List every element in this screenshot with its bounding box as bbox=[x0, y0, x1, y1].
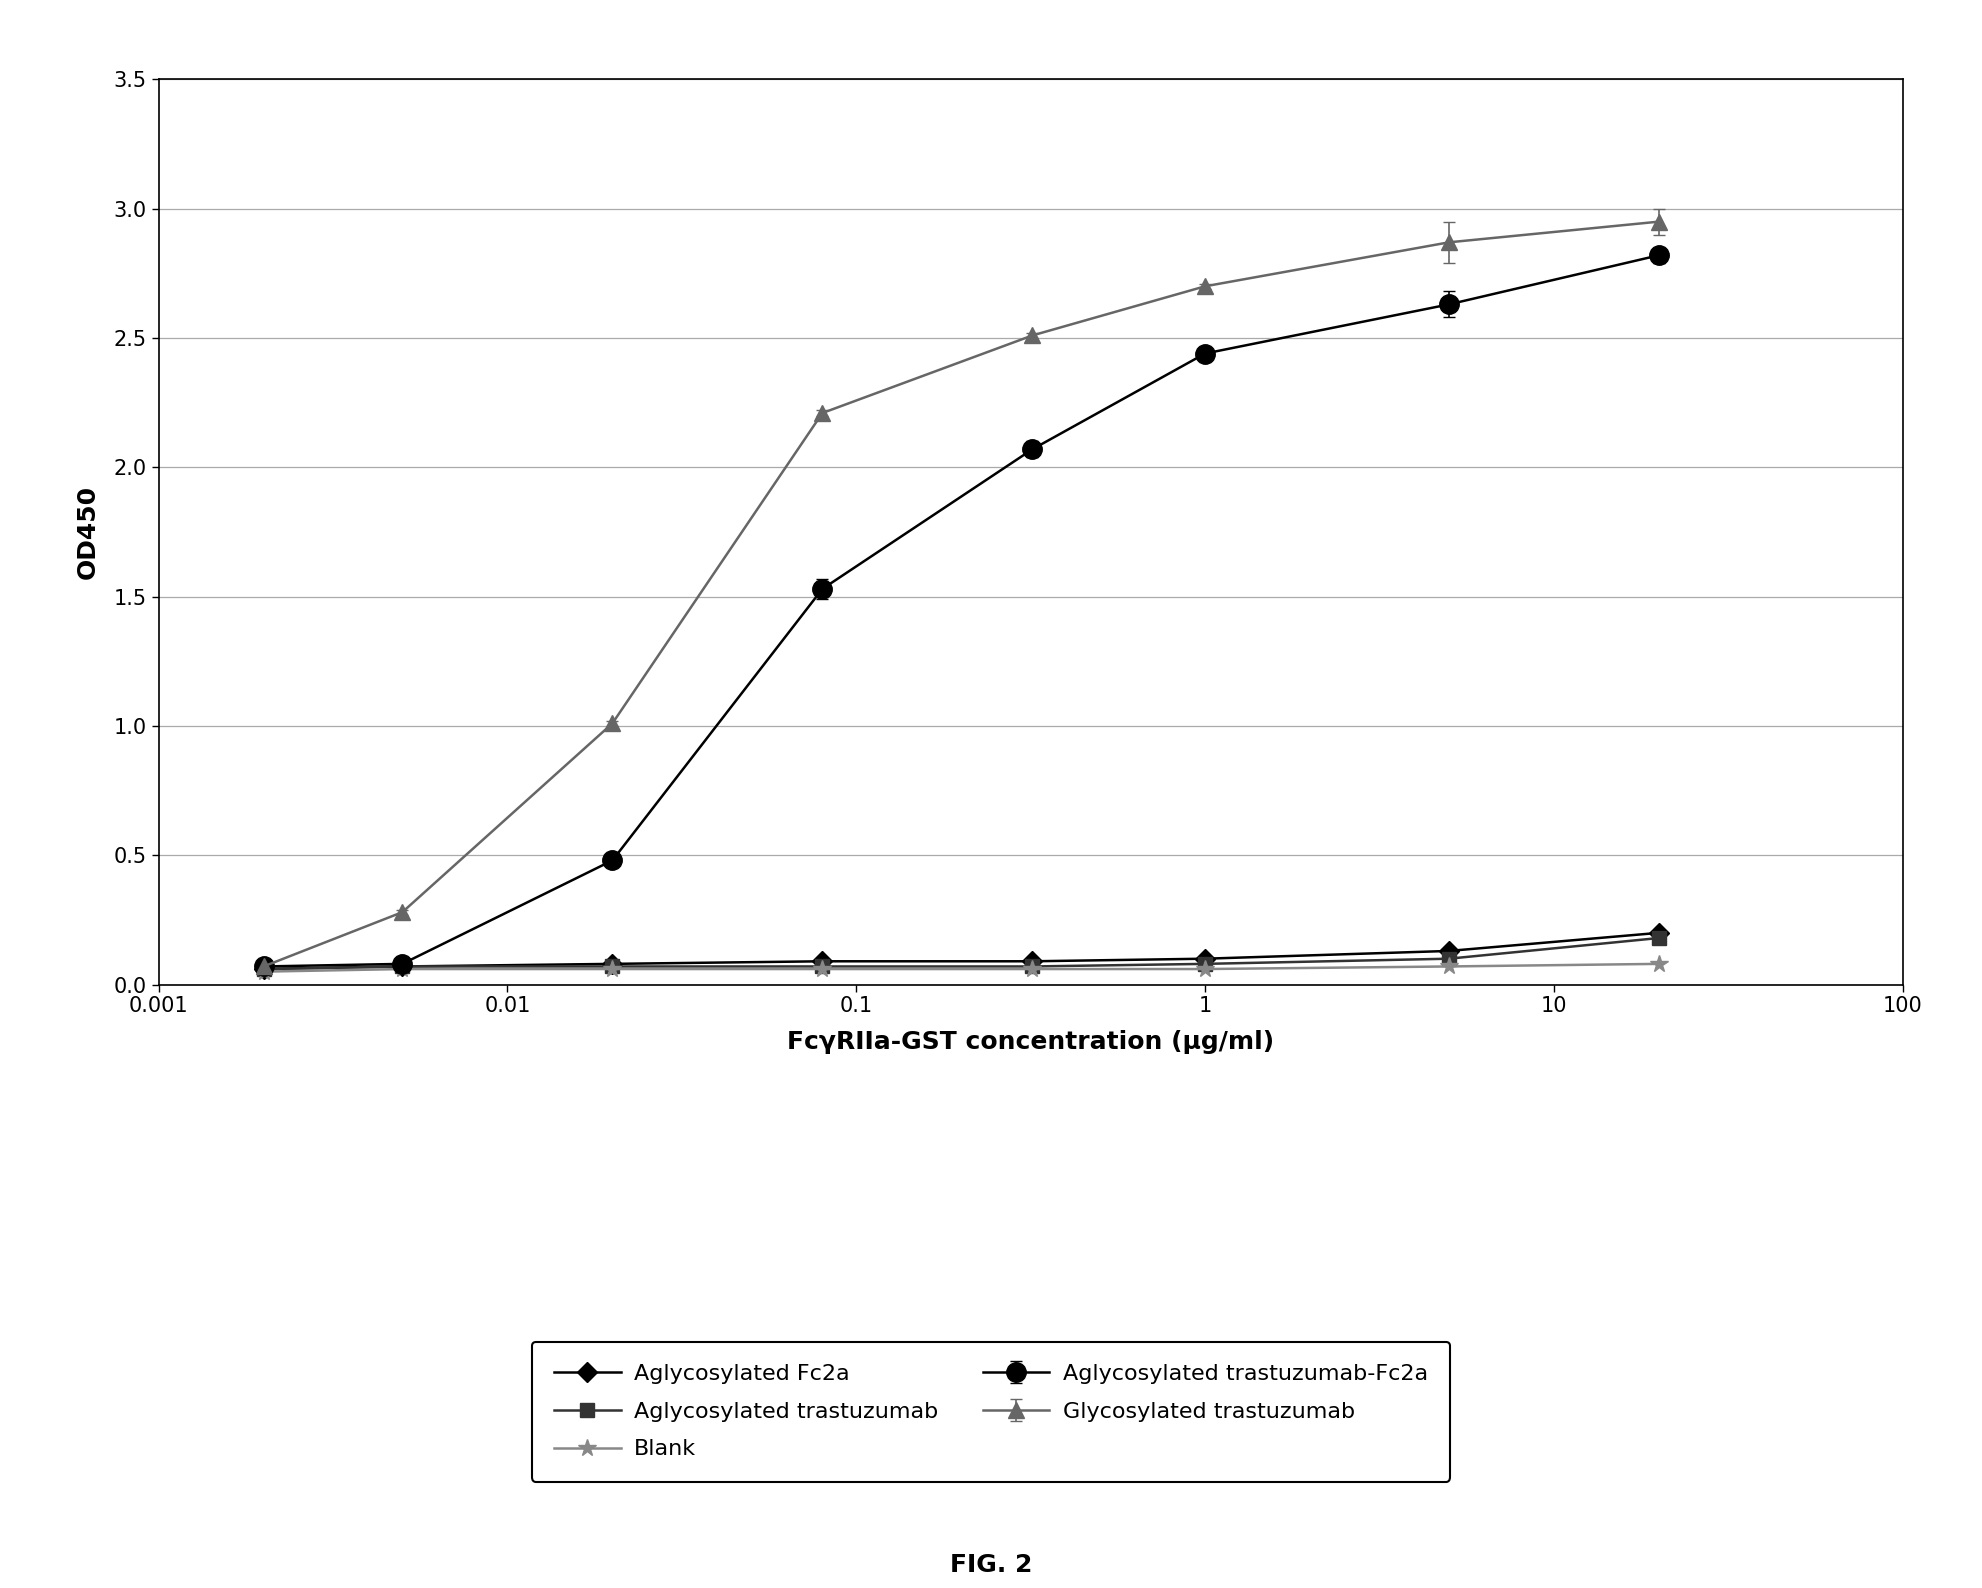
Blank bbox=[1437, 958, 1461, 977]
Aglycosylated trastuzumab bbox=[811, 958, 834, 977]
Aglycosylated Fc2a bbox=[811, 951, 834, 970]
Blank bbox=[1021, 959, 1045, 978]
Aglycosylated Fc2a bbox=[1193, 950, 1217, 969]
Aglycosylated Fc2a bbox=[1437, 942, 1461, 961]
Blank bbox=[252, 962, 275, 981]
Aglycosylated Fc2a bbox=[1647, 923, 1671, 942]
Line: Aglycosylated Fc2a: Aglycosylated Fc2a bbox=[256, 926, 1665, 977]
Blank bbox=[1647, 954, 1671, 973]
Line: Aglycosylated trastuzumab: Aglycosylated trastuzumab bbox=[256, 931, 1665, 977]
Aglycosylated trastuzumab bbox=[390, 958, 414, 977]
Aglycosylated trastuzumab bbox=[601, 958, 624, 977]
Text: FIG. 2: FIG. 2 bbox=[949, 1553, 1033, 1577]
Y-axis label: OD450: OD450 bbox=[75, 484, 99, 580]
Aglycosylated trastuzumab bbox=[1021, 958, 1045, 977]
Aglycosylated trastuzumab bbox=[252, 959, 275, 978]
Aglycosylated Fc2a bbox=[601, 954, 624, 973]
Line: Blank: Blank bbox=[254, 954, 1669, 981]
Aglycosylated Fc2a bbox=[252, 959, 275, 978]
X-axis label: FcγRIIa-GST concentration (μg/ml): FcγRIIa-GST concentration (μg/ml) bbox=[787, 1031, 1274, 1054]
Aglycosylated trastuzumab bbox=[1437, 950, 1461, 969]
Blank bbox=[811, 959, 834, 978]
Legend: Aglycosylated Fc2a, Aglycosylated trastuzumab, Blank, Aglycosylated trastuzumab-: Aglycosylated Fc2a, Aglycosylated trastu… bbox=[531, 1342, 1451, 1482]
Blank bbox=[390, 959, 414, 978]
Aglycosylated Fc2a bbox=[1021, 951, 1045, 970]
Aglycosylated trastuzumab bbox=[1647, 929, 1671, 948]
Blank bbox=[1193, 959, 1217, 978]
Blank bbox=[601, 959, 624, 978]
Aglycosylated trastuzumab bbox=[1193, 954, 1217, 973]
Aglycosylated Fc2a bbox=[390, 958, 414, 977]
